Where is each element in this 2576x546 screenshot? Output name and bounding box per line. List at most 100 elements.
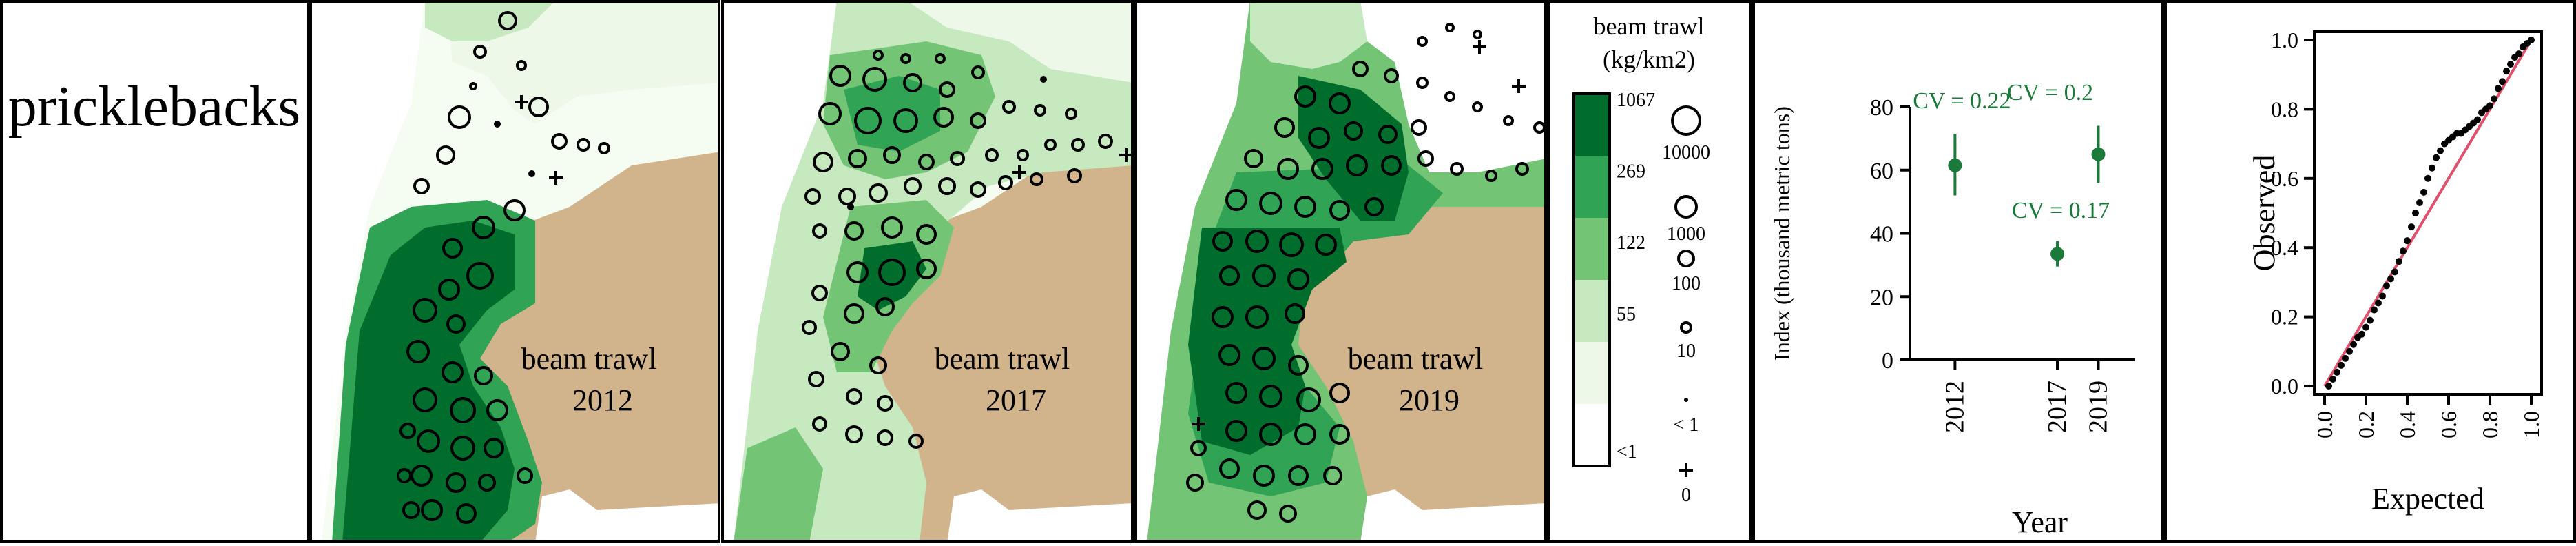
index-cv-label: CV = 0.2 — [2007, 80, 2093, 105]
qq-y-tick-label: 0.2 — [2271, 305, 2298, 330]
legend-bubble-label: 1000 — [1667, 223, 1705, 245]
legend-bubble-symbol — [1671, 105, 1701, 136]
map-year-2017: 2017 — [986, 383, 1046, 417]
qq-reference-line — [2323, 39, 2533, 387]
map-year-2019: 2019 — [1399, 383, 1460, 417]
map-marks-2017 — [847, 76, 1132, 210]
legend-title-line1: beam trawl — [1594, 12, 1705, 40]
index-y-tick-label: 40 — [1870, 222, 1893, 247]
index-panel: 0 20 40 60 80 2012 2017 2019 CV = 0.22 CV = 0.17 C… — [1752, 0, 2164, 543]
legend-color-label: 1067 — [1617, 90, 1655, 111]
qq-point — [2350, 341, 2357, 348]
index-cv-label: CV = 0.17 — [2012, 198, 2110, 223]
legend-bubble-label: 10 — [1676, 341, 1696, 362]
map-fill-2017 — [734, 1, 1132, 541]
legend-bubble-label: 10000 — [1662, 142, 1710, 163]
legend-color-swatch — [1574, 342, 1610, 404]
legend-color-label: 55 — [1617, 304, 1636, 325]
qq-point — [2499, 78, 2506, 85]
legend-bubble-symbol — [1677, 250, 1695, 267]
qq-point — [2515, 50, 2522, 58]
map-survey-2012: beam trawl — [521, 342, 657, 376]
index-y-axis-title: Index (thousand metric tons) — [1769, 106, 1794, 361]
qq-point — [2495, 85, 2502, 92]
qq-point — [2408, 223, 2415, 231]
map-survey-2017: beam trawl — [935, 342, 1070, 376]
map-marks-2012 — [494, 95, 563, 185]
qq-x-tick-label: 0.6 — [2436, 411, 2461, 438]
qq-y-tick-label: 0.6 — [2271, 166, 2298, 191]
qq-panel: 0.0 0.2 0.4 0.6 0.8 1.0 0.0 0.2 0.4 0.6 0.8 1.0 Obse… — [2164, 0, 2576, 543]
legend-bubble-label: < 1 — [1674, 414, 1699, 436]
qq-x-tick-label: 0.4 — [2395, 411, 2420, 438]
legend-color-label: 269 — [1617, 161, 1645, 183]
qq-x-axis-title: Expected — [2371, 482, 2484, 516]
qq-point — [2396, 258, 2402, 265]
legend-bubble-symbol — [1680, 321, 1692, 334]
index-y-tick-label: 80 — [1870, 95, 1893, 121]
legend-color-frame — [1572, 92, 1611, 467]
qq-point — [2375, 299, 2382, 307]
qq-point — [2404, 237, 2411, 245]
legend-color-swatch — [1574, 156, 1610, 218]
legend-color-swatch — [1574, 280, 1610, 342]
qq-y-tick-label: 1.0 — [2271, 28, 2298, 52]
qq-point — [2391, 268, 2398, 276]
qq-point — [2325, 383, 2332, 390]
qq-point — [2387, 275, 2394, 283]
qq-y-tick-label: 0.4 — [2271, 235, 2298, 260]
qq-x-tick-label: 0.8 — [2478, 411, 2502, 438]
map-year-2012: 2012 — [572, 383, 633, 417]
qq-point — [2528, 37, 2535, 43]
qq-point — [2371, 306, 2378, 314]
map-survey-2019: beam trawl — [1348, 342, 1484, 376]
qq-point — [2437, 147, 2444, 154]
species-label: pricklebacks — [8, 74, 300, 139]
qq-point — [2412, 210, 2419, 216]
index-point — [2091, 147, 2106, 161]
qq-point — [2338, 361, 2345, 369]
qq-x-tick-label: 1.0 — [2519, 411, 2544, 438]
qq-point — [2379, 292, 2386, 300]
qq-point — [2358, 330, 2365, 338]
qq-point — [2424, 174, 2431, 182]
map-panel-2012: beam trawl 2012 — [309, 0, 720, 543]
map-bubbles-2012 — [397, 11, 610, 524]
qq-plot-frame — [2313, 30, 2543, 396]
legend-title-line2: (kg/km2) — [1603, 46, 1695, 73]
qq-point — [2416, 199, 2423, 206]
qq-point — [2362, 323, 2369, 331]
legend-bubble-label: 0 — [1681, 485, 1691, 506]
legend-bubble-symbol — [1674, 195, 1698, 219]
legend-bubble-label: 100 — [1672, 273, 1701, 294]
legend-color-swatch — [1574, 404, 1610, 466]
qq-point — [2433, 154, 2440, 161]
legend-color-label: 122 — [1617, 232, 1645, 254]
qq-point — [2342, 354, 2349, 362]
qq-y-axis-title: Observed — [2247, 155, 2281, 272]
index-x-tick-label: 2019 — [2084, 381, 2112, 433]
qq-point — [2507, 61, 2514, 68]
legend-color-swatch — [1574, 94, 1610, 156]
legend-bubble-symbol — [1684, 398, 1688, 402]
qq-y-tick-label: 0.8 — [2271, 97, 2298, 121]
qq-point — [2329, 375, 2336, 383]
qq-point — [2486, 102, 2493, 110]
qq-point — [2491, 95, 2497, 103]
qq-point — [2420, 188, 2427, 196]
index-y-tick-label: 20 — [1870, 285, 1893, 310]
legend-bubble-scale: 10000 1000 100 10 < 1 0 — [1662, 105, 1710, 506]
qq-point — [2429, 164, 2435, 172]
species-panel — [0, 0, 309, 543]
index-point — [1948, 158, 1962, 172]
index-point — [2050, 247, 2065, 261]
legend-color-label: <1 — [1617, 441, 1637, 463]
index-y-tick-label: 60 — [1870, 159, 1893, 184]
index-cv-label: CV = 0.22 — [1913, 88, 2011, 114]
map-panel-2017: beam trawl 2017 — [721, 0, 1134, 543]
legend-color-swatch — [1574, 218, 1610, 280]
legend-bubble-symbol — [1679, 463, 1693, 477]
qq-point — [2346, 347, 2353, 355]
